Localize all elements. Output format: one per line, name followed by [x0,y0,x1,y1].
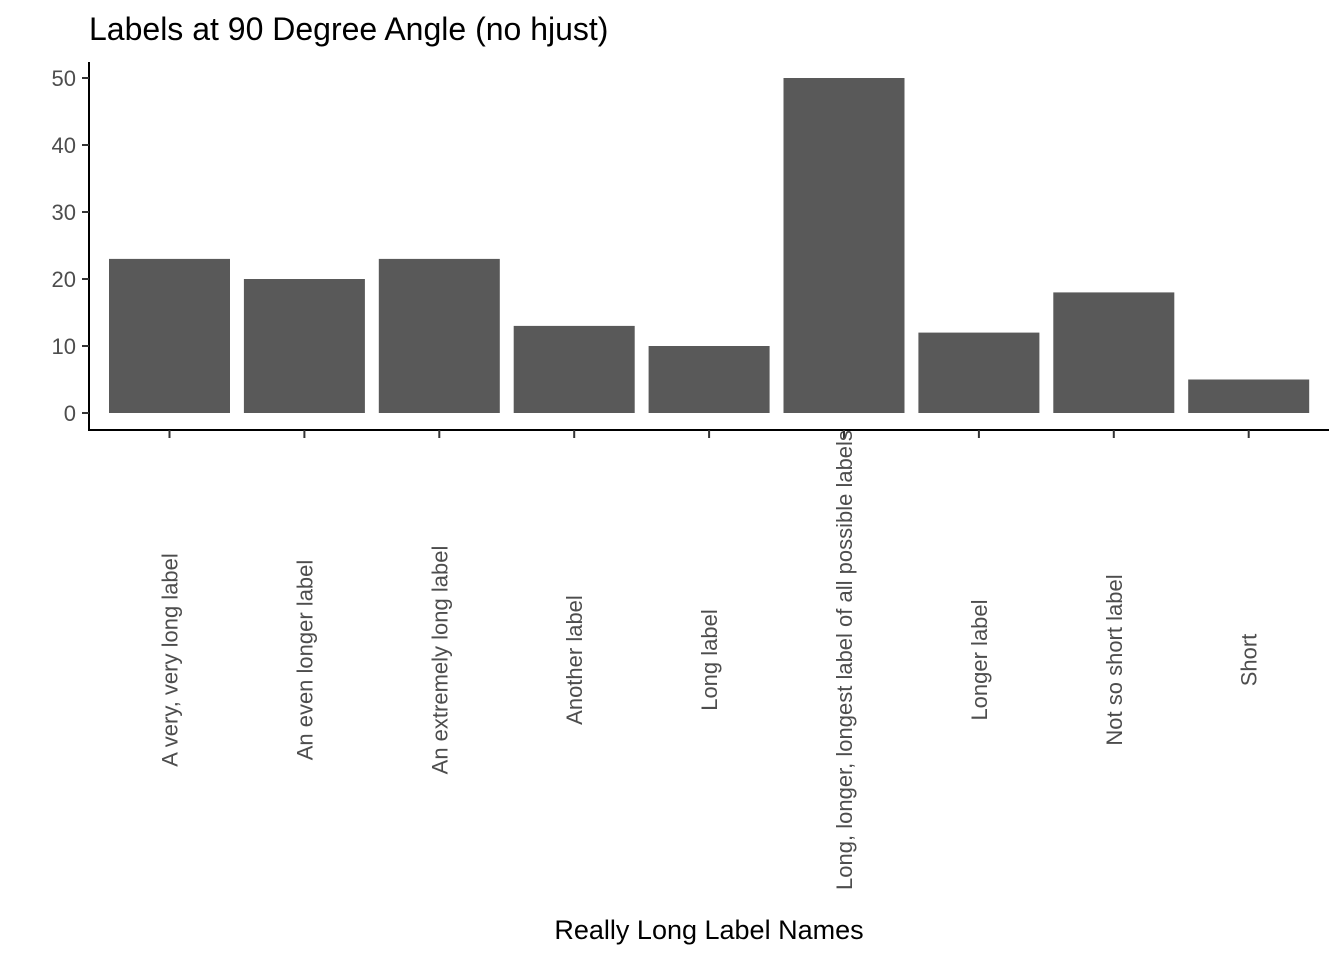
x-tick-label: Short [1237,634,1262,687]
x-tick-label: A very, very long label [158,553,183,767]
x-tick-label: Not so short label [1102,574,1127,745]
bar-9 [1188,379,1310,413]
x-tick-label: An extremely long label [427,546,452,775]
x-tick-label: Long, longer, longest label of all possi… [832,430,857,890]
bar-7 [918,332,1040,413]
bar-4 [513,325,635,413]
x-axis-title: Really Long Label Names [554,915,863,945]
x-tick-label: An even longer label [292,560,317,761]
x-tick-label: Another label [562,595,587,725]
y-tick-label: 40 [52,133,76,158]
chart-title: Labels at 90 Degree Angle (no hjust) [89,11,608,47]
bar-3 [378,258,500,413]
y-tick-label: 20 [52,267,76,292]
y-tick-label: 30 [52,200,76,225]
y-axis: 0 10 20 30 40 50 [52,62,90,431]
y-tick-label: 50 [52,66,76,91]
bar-8 [1053,292,1175,413]
bar-2 [243,279,365,413]
bar-6 [783,78,905,413]
x-axis: A very, very long label An even longer la… [88,429,1329,890]
bar-5 [648,346,770,413]
y-tick-label: 10 [52,334,76,359]
bar-1 [109,258,230,413]
bars-group [109,78,1310,413]
x-tick-label: Longer label [967,599,992,720]
x-tick-label: Long label [697,609,722,711]
y-tick-label: 0 [64,401,76,426]
